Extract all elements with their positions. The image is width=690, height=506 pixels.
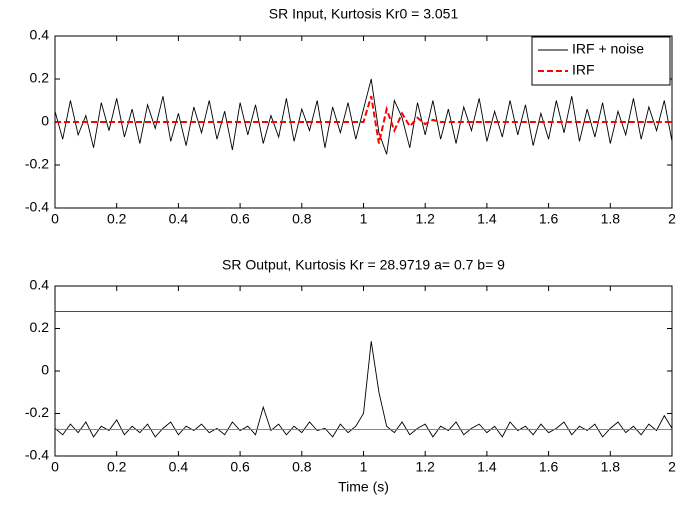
x-tick-label: 2 bbox=[668, 459, 676, 475]
x-tick-label: 0.8 bbox=[292, 211, 312, 227]
y-tick-label: 0 bbox=[41, 362, 49, 378]
y-tick-label: 0 bbox=[41, 113, 49, 129]
data-line bbox=[54, 78, 673, 155]
x-tick-label: 1.6 bbox=[539, 211, 559, 227]
y-tick-label: -0.4 bbox=[25, 199, 49, 215]
y-tick-label: 0.2 bbox=[30, 319, 50, 335]
legend-box bbox=[531, 36, 671, 86]
x-tick-label: 0.2 bbox=[107, 211, 127, 227]
x-tick-label: 2 bbox=[668, 211, 676, 227]
x-tick-label: 0.4 bbox=[169, 459, 189, 475]
plot-area bbox=[55, 286, 672, 456]
y-tick-label: -0.2 bbox=[25, 156, 49, 172]
x-tick-label: 0.2 bbox=[107, 459, 127, 475]
data-line bbox=[55, 95, 672, 144]
legend-label: IRF bbox=[572, 62, 595, 78]
y-tick-label: 0.4 bbox=[30, 277, 50, 293]
y-tick-label: -0.4 bbox=[25, 447, 49, 463]
legend-label: IRF + noise bbox=[572, 41, 644, 57]
x-tick-label: 1.4 bbox=[477, 211, 497, 227]
x-axis-label: Time (s) bbox=[338, 479, 389, 495]
axes-box bbox=[54, 35, 673, 209]
data-line bbox=[54, 341, 673, 438]
x-tick-label: 1.8 bbox=[601, 459, 621, 475]
y-tick-label: -0.2 bbox=[25, 404, 49, 420]
y-tick-label: 0.4 bbox=[30, 27, 50, 43]
x-tick-label: 1.8 bbox=[601, 211, 621, 227]
x-tick-label: 1.2 bbox=[415, 211, 435, 227]
chart-title: SR Input, Kurtosis Kr0 = 3.051 bbox=[269, 6, 459, 22]
x-tick-label: 1 bbox=[360, 211, 368, 227]
x-tick-label: 0.6 bbox=[230, 211, 250, 227]
x-tick-label: 1 bbox=[360, 459, 368, 475]
x-tick-label: 0.6 bbox=[230, 459, 250, 475]
x-tick-label: 0.8 bbox=[292, 459, 312, 475]
y-tick-label: 0.2 bbox=[30, 70, 50, 86]
chart-title: SR Output, Kurtosis Kr = 28.9719 a= 0.7 … bbox=[222, 257, 505, 273]
x-tick-label: 0 bbox=[51, 211, 59, 227]
x-tick-label: 1.4 bbox=[477, 459, 497, 475]
axes-box bbox=[54, 285, 673, 457]
x-tick-label: 0.4 bbox=[169, 211, 189, 227]
x-tick-label: 1.6 bbox=[539, 459, 559, 475]
x-tick-label: 1.2 bbox=[415, 459, 435, 475]
x-tick-label: 0 bbox=[51, 459, 59, 475]
